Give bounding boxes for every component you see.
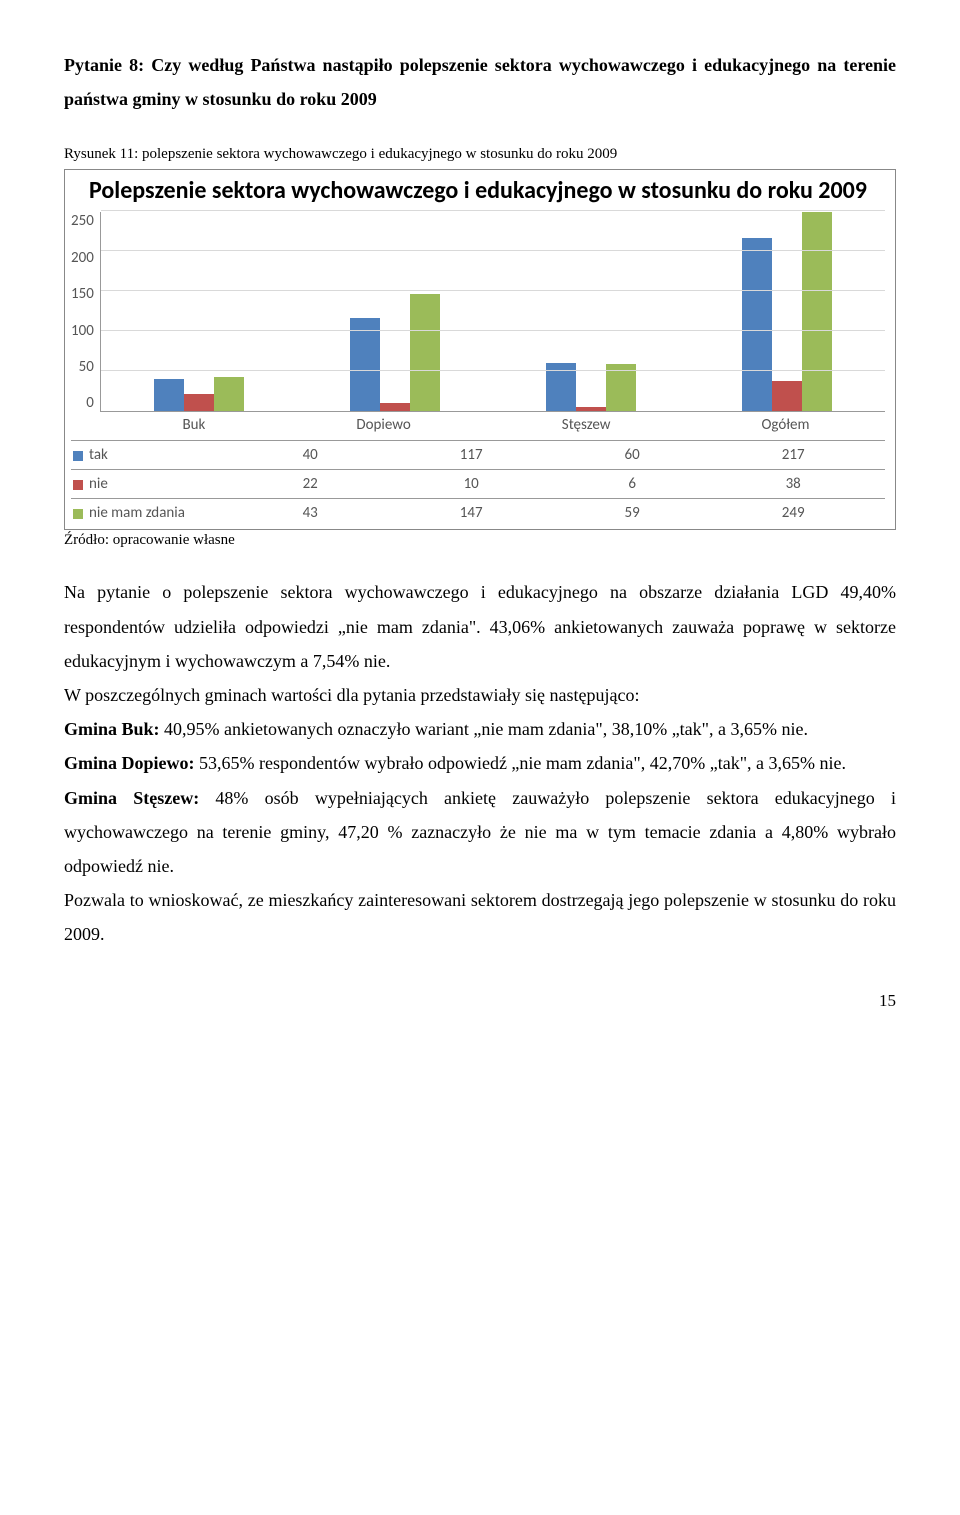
bar [350, 318, 380, 412]
bar [410, 294, 440, 412]
gridline [101, 250, 885, 251]
legend-swatch [73, 509, 83, 519]
legend-swatch [73, 451, 83, 461]
gmina-text: 53,65% respondentów wybrało odpowiedź „n… [195, 753, 847, 773]
x-label: Ogółem [761, 416, 809, 434]
bar [772, 381, 802, 411]
paragraph: Gmina Dopiewo: 53,65% respondentów wybra… [64, 746, 896, 780]
bar [380, 403, 410, 411]
bar [742, 238, 772, 412]
chart-data-table: tak4011760217nie2210638nie mam zdania431… [71, 440, 885, 527]
gmina-label: Gmina Buk: [64, 719, 160, 739]
ytick: 200 [71, 249, 94, 267]
y-axis: 250 200 150 100 50 0 [71, 212, 100, 412]
bar [184, 394, 214, 412]
legend-swatch [73, 480, 83, 490]
bar [214, 377, 244, 411]
x-label: Stęszew [562, 416, 611, 434]
figure-caption: Rysunek 11: polepszenie sektora wychowaw… [64, 144, 896, 165]
table-cell: 249 [701, 499, 885, 528]
gridline [101, 290, 885, 291]
paragraph: W poszczególnych gminach wartości dla py… [64, 678, 896, 712]
x-axis-labels: Buk Dopiewo Stęszew Ogółem [107, 416, 885, 434]
paragraph: Gmina Stęszew: 48% osób wypełniających a… [64, 781, 896, 884]
bar-group [113, 377, 286, 411]
ytick: 100 [71, 322, 94, 340]
table-row: nie2210638 [71, 470, 885, 499]
bar-group [309, 294, 482, 412]
gmina-text: 40,95% ankietowanych oznaczyło wariant „… [160, 719, 808, 739]
paragraph: Na pytanie o polepszenie sektora wychowa… [64, 575, 896, 678]
ytick: 150 [71, 285, 94, 303]
bar [154, 379, 184, 411]
chart-title: Polepszenie sektora wychowawczego i eduk… [89, 176, 867, 206]
table-cell: 117 [379, 441, 563, 470]
page-number: 15 [64, 991, 896, 1011]
table-cell: 147 [379, 499, 563, 528]
x-label: Buk [183, 416, 206, 434]
paragraph: Pozwala to wnioskować, ze mieszkańcy zai… [64, 883, 896, 951]
table-cell: 43 [241, 499, 379, 528]
table-cell: 38 [701, 470, 885, 499]
gridline [101, 370, 885, 371]
question-heading: Pytanie 8: Czy według Państwa nastąpiło … [64, 48, 896, 116]
table-row: tak4011760217 [71, 441, 885, 470]
table-row: nie mam zdania4314759249 [71, 499, 885, 528]
legend-label: nie [71, 470, 241, 499]
ytick: 50 [79, 358, 94, 376]
paragraph: Gmina Buk: 40,95% ankietowanych oznaczył… [64, 712, 896, 746]
chart-container: Polepszenie sektora wychowawczego i eduk… [64, 169, 896, 530]
chart-body: 250 200 150 100 50 0 [71, 212, 885, 412]
body-text: Na pytanie o polepszenie sektora wychowa… [64, 575, 896, 951]
gridline [101, 210, 885, 211]
table-cell: 22 [241, 470, 379, 499]
table-cell: 60 [563, 441, 701, 470]
gmina-label: Gmina Stęszew: [64, 788, 199, 808]
gridline [101, 330, 885, 331]
plot-area [100, 212, 885, 412]
table-cell: 40 [241, 441, 379, 470]
bar [576, 407, 606, 412]
table-cell: 59 [563, 499, 701, 528]
ytick: 0 [86, 394, 94, 412]
bar-group [701, 212, 874, 411]
table-cell: 6 [563, 470, 701, 499]
table-cell: 10 [379, 470, 563, 499]
ytick: 250 [71, 212, 94, 230]
table-cell: 217 [701, 441, 885, 470]
bar [802, 212, 832, 411]
x-label: Dopiewo [356, 416, 410, 434]
legend-label: nie mam zdania [71, 499, 241, 528]
gmina-label: Gmina Dopiewo: [64, 753, 195, 773]
legend-label: tak [71, 441, 241, 470]
figure-source: Źródło: opracowanie własne [64, 532, 896, 549]
